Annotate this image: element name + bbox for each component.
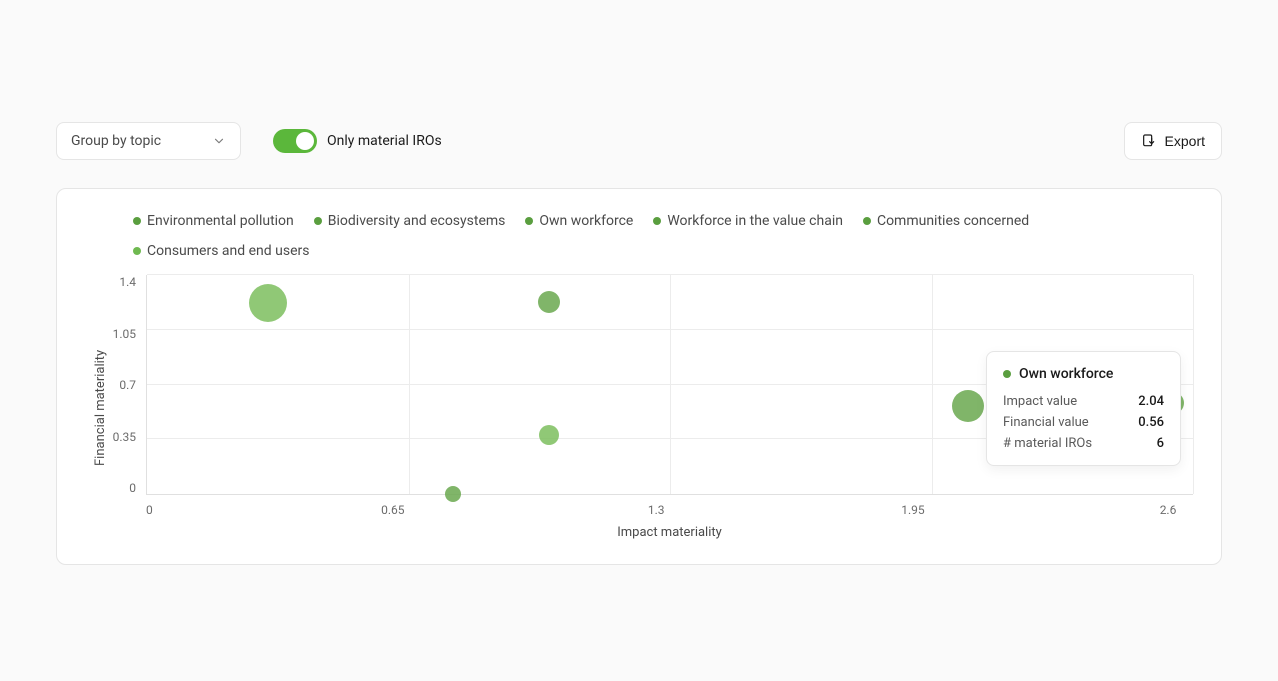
chart-legend: Environmental pollution Biodiversity and … bbox=[133, 213, 1193, 259]
chart-bubble[interactable] bbox=[249, 284, 287, 322]
legend-dot-icon bbox=[525, 217, 533, 225]
tooltip-row-label: Impact value bbox=[1003, 394, 1077, 409]
chart-bubble[interactable] bbox=[539, 425, 559, 445]
x-tick: 1.95 bbox=[901, 503, 924, 517]
chart-card: Environmental pollution Biodiversity and … bbox=[56, 188, 1222, 565]
group-by-dropdown[interactable]: Group by topic bbox=[56, 122, 241, 160]
tooltip-row-label: # material IROs bbox=[1003, 436, 1092, 451]
chart-bubble[interactable] bbox=[952, 390, 984, 422]
x-axis-label: Impact materiality bbox=[146, 525, 1193, 540]
y-tick: 0.7 bbox=[119, 378, 136, 392]
y-tick: 1.05 bbox=[113, 327, 136, 341]
tooltip-row: Impact value 2.04 bbox=[1003, 394, 1164, 409]
tooltip-title: Own workforce bbox=[1019, 366, 1113, 382]
y-axis-ticks: 1.4 1.05 0.7 0.35 0 bbox=[108, 275, 146, 495]
legend-item-label: Workforce in the value chain bbox=[667, 213, 843, 229]
legend-item[interactable]: Communities concerned bbox=[863, 213, 1029, 229]
legend-dot-icon bbox=[653, 217, 661, 225]
toggle-label: Only material IROs bbox=[327, 133, 442, 149]
export-button[interactable]: Export bbox=[1124, 122, 1222, 160]
y-tick: 0 bbox=[129, 481, 136, 495]
tooltip-rows: Impact value 2.04 Financial value 0.56 # mat… bbox=[1003, 394, 1164, 451]
tooltip-row: # material IROs 6 bbox=[1003, 436, 1164, 451]
chart-bubble[interactable] bbox=[445, 486, 461, 502]
legend-item-label: Biodiversity and ecosystems bbox=[328, 213, 506, 229]
legend-item[interactable]: Own workforce bbox=[525, 213, 633, 229]
toolbar: Group by topic Only material IROs Export bbox=[56, 122, 1222, 160]
legend-dot-icon bbox=[863, 217, 871, 225]
dropdown-label: Group by topic bbox=[71, 133, 161, 149]
chevron-down-icon bbox=[212, 134, 226, 148]
legend-item-label: Environmental pollution bbox=[147, 213, 294, 229]
legend-dot-icon bbox=[314, 217, 322, 225]
legend-item[interactable]: Environmental pollution bbox=[133, 213, 294, 229]
legend-dot-icon bbox=[133, 247, 141, 255]
legend-dot-icon bbox=[133, 217, 141, 225]
legend-item-label: Consumers and end users bbox=[147, 243, 310, 259]
legend-item[interactable]: Workforce in the value chain bbox=[653, 213, 843, 229]
export-label: Export bbox=[1165, 133, 1205, 149]
toggle-knob bbox=[296, 132, 314, 150]
legend-item-label: Own workforce bbox=[539, 213, 633, 229]
y-axis-label: Financial materiality bbox=[85, 275, 108, 540]
tooltip-row-value: 2.04 bbox=[1138, 394, 1164, 409]
x-tick: 1.3 bbox=[648, 503, 665, 517]
export-icon bbox=[1141, 133, 1157, 149]
legend-item-label: Communities concerned bbox=[877, 213, 1029, 229]
only-material-toggle[interactable] bbox=[273, 129, 317, 153]
chart-bubble[interactable] bbox=[538, 291, 560, 313]
chart-tooltip: Own workforce Impact value 2.04 Financial … bbox=[986, 351, 1181, 466]
y-tick: 1.4 bbox=[119, 275, 136, 289]
y-tick: 0.35 bbox=[113, 430, 136, 444]
tooltip-row: Financial value 0.56 bbox=[1003, 415, 1164, 430]
x-tick: 0.65 bbox=[381, 503, 404, 517]
legend-item[interactable]: Biodiversity and ecosystems bbox=[314, 213, 506, 229]
x-axis-ticks: 0 0.65 1.3 1.95 2.6 bbox=[146, 503, 1193, 517]
tooltip-header: Own workforce bbox=[1003, 366, 1164, 382]
x-tick: 0 bbox=[146, 503, 153, 517]
legend-item[interactable]: Consumers and end users bbox=[133, 243, 310, 259]
tooltip-dot bbox=[1003, 370, 1011, 378]
tooltip-row-label: Financial value bbox=[1003, 415, 1089, 430]
plot-wrap: 0 0.65 1.3 1.95 2.6 Impact materiality Own w… bbox=[146, 275, 1193, 540]
chart-area: Financial materiality 1.41.050.70.350 00… bbox=[85, 275, 1193, 540]
tooltip-row-value: 0.56 bbox=[1138, 415, 1164, 430]
tooltip-row-value: 6 bbox=[1157, 436, 1164, 451]
only-material-toggle-group: Only material IROs bbox=[273, 129, 442, 153]
x-tick: 2.6 bbox=[1160, 503, 1177, 517]
